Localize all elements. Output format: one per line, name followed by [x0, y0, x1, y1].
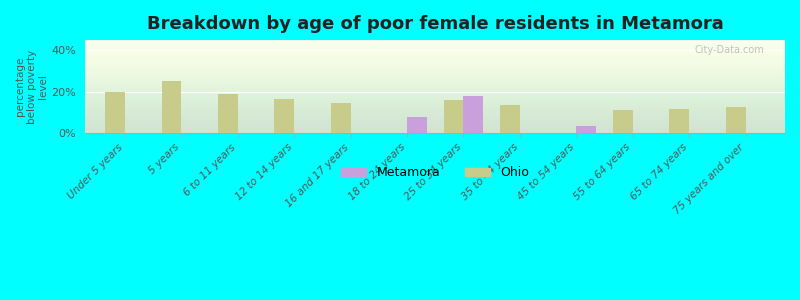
Bar [670, 109, 689, 133]
Bar [726, 107, 746, 133]
Bar [463, 96, 483, 133]
Bar [613, 110, 633, 133]
Bar [407, 116, 426, 133]
Text: City-Data.com: City-Data.com [694, 45, 764, 55]
Y-axis label: percentage
below poverty
level: percentage below poverty level [15, 50, 48, 124]
Bar [218, 94, 238, 133]
Title: Breakdown by age of poor female residents in Metamora: Breakdown by age of poor female resident… [147, 15, 724, 33]
Legend: Metamora, Ohio: Metamora, Ohio [337, 161, 534, 184]
Bar [105, 92, 125, 133]
Bar [331, 103, 350, 133]
Bar [444, 100, 463, 133]
Bar [576, 126, 596, 133]
Bar [500, 105, 520, 133]
Bar [274, 99, 294, 133]
Bar [162, 81, 182, 133]
